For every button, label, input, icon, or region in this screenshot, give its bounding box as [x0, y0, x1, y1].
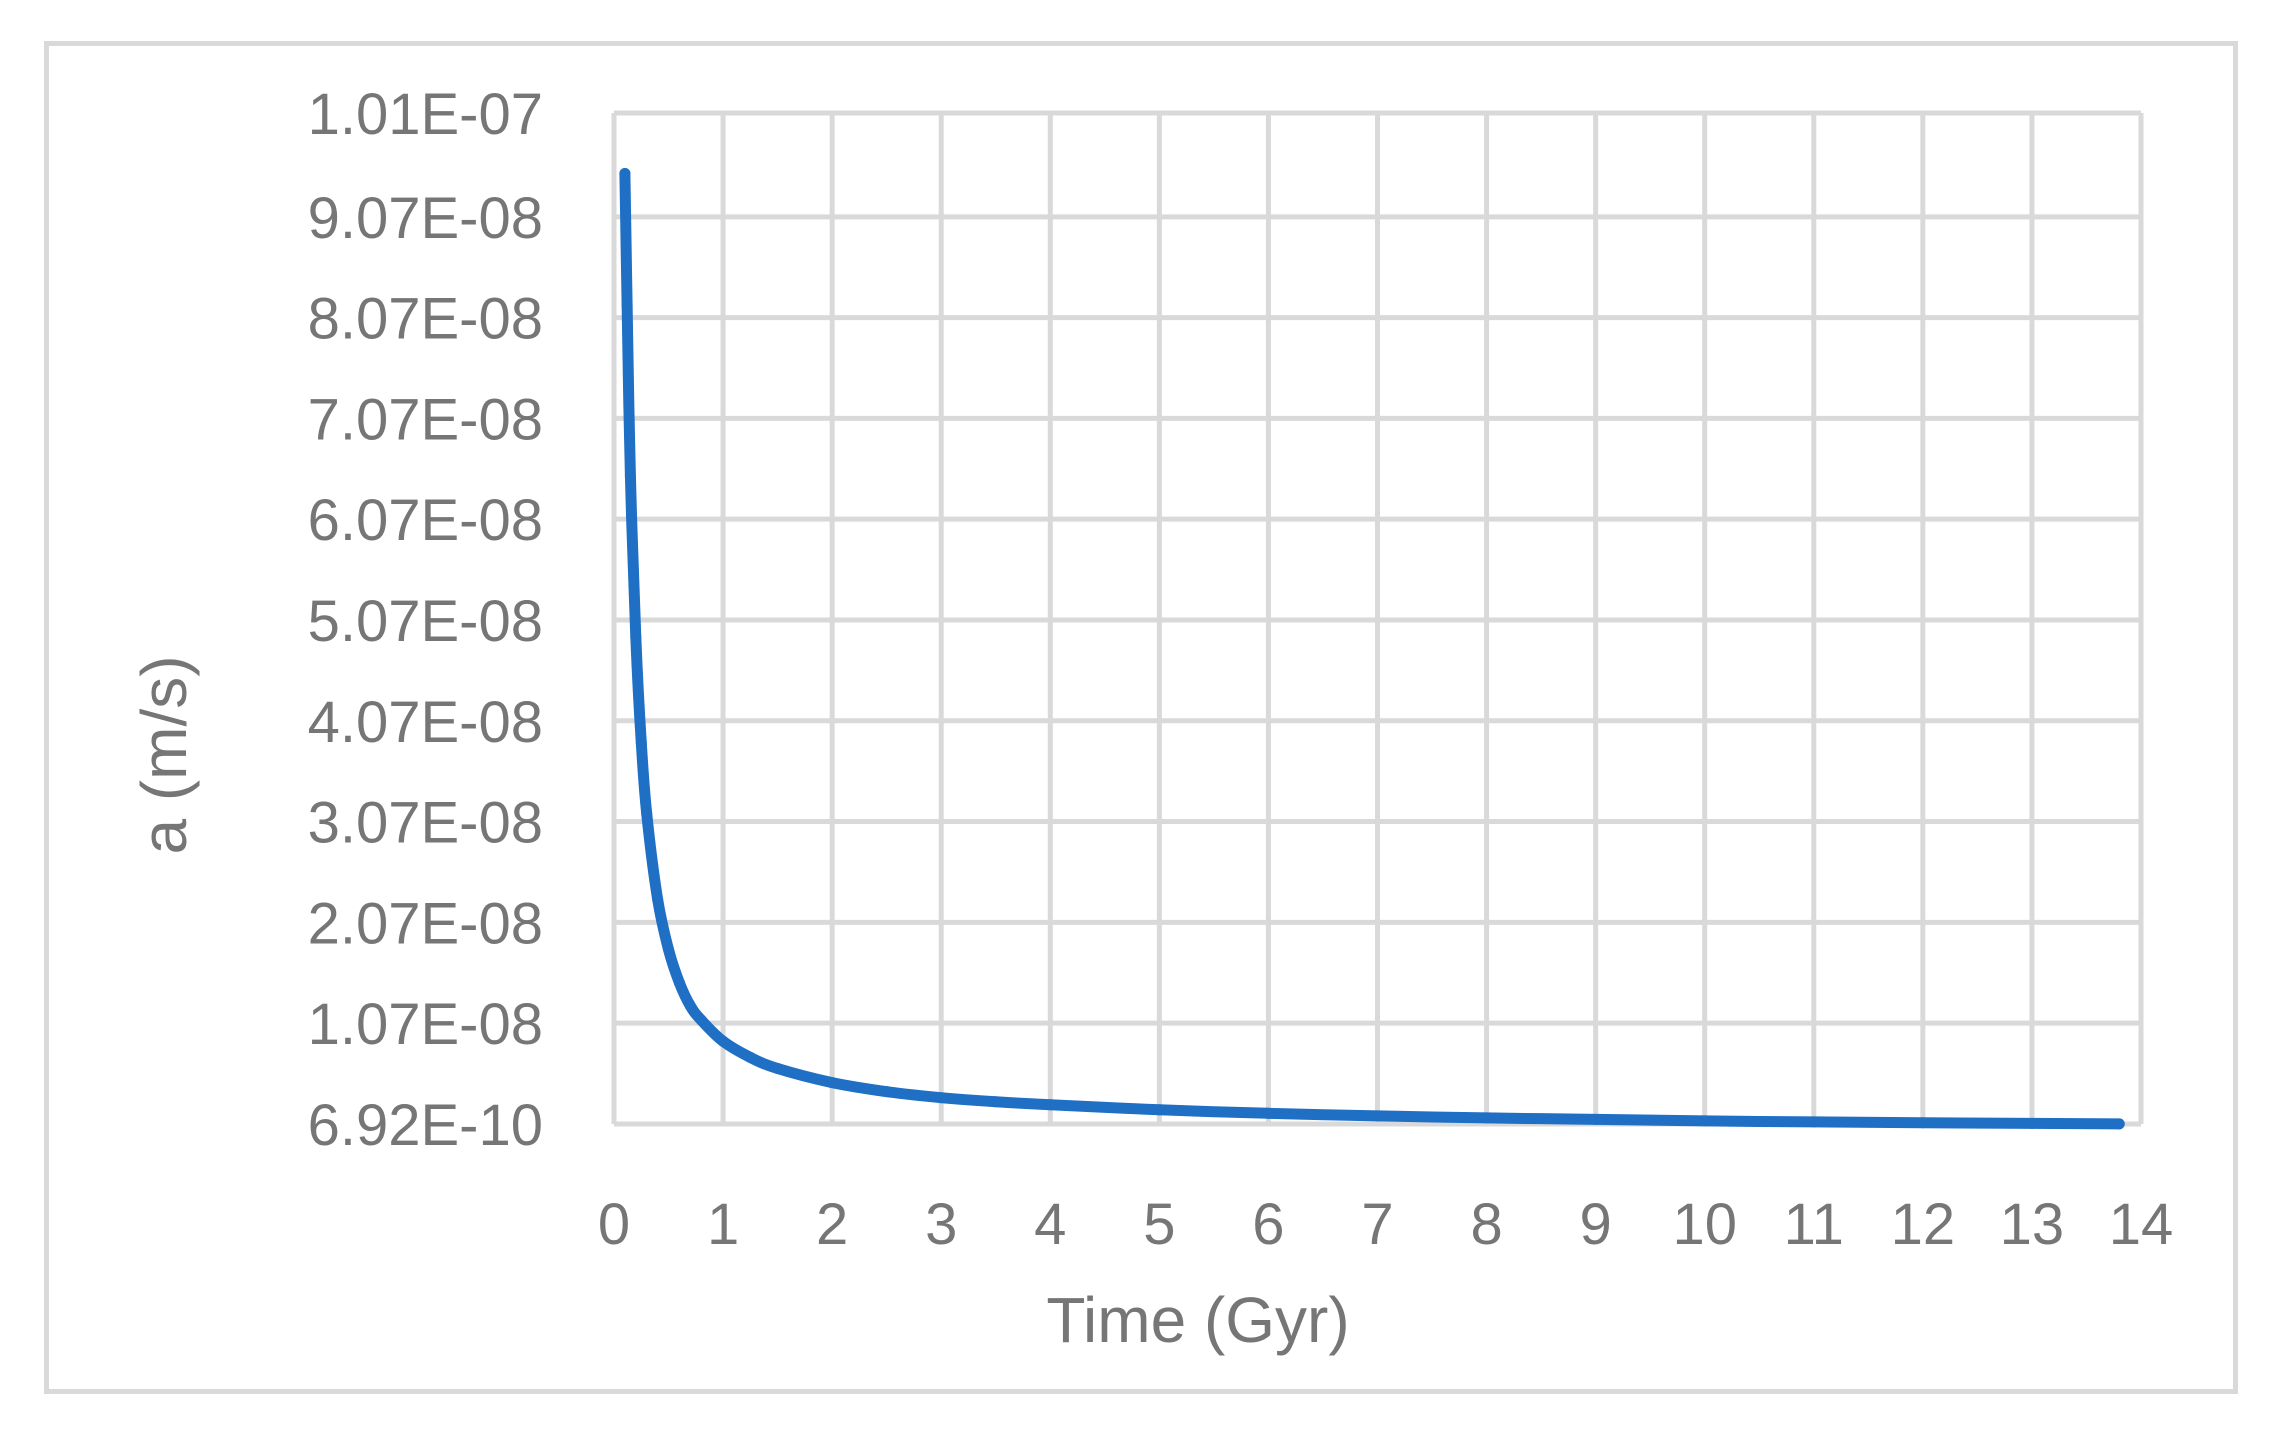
x-tick-label-12: 12 — [1891, 1192, 1956, 1257]
series-point-3 — [630, 631, 642, 643]
y-tick-label-4: 4.07E-08 — [308, 690, 543, 755]
y-tick-label-2: 2.07E-08 — [308, 891, 543, 956]
series-point-22 — [1481, 1112, 1493, 1124]
series-point-19 — [1153, 1104, 1165, 1116]
series-point-12 — [744, 1051, 756, 1063]
series-point-6 — [652, 893, 664, 905]
series-point-13 — [772, 1062, 784, 1074]
series-point-25 — [1808, 1116, 1820, 1128]
series-point-11 — [717, 1035, 729, 1047]
x-tick-label-9: 9 — [1580, 1192, 1612, 1257]
y-tick-label-5: 5.07E-08 — [308, 589, 543, 654]
x-tick-label-11: 11 — [1784, 1192, 1844, 1257]
x-tick-label-8: 8 — [1470, 1192, 1502, 1257]
series-point-1 — [621, 299, 633, 311]
series-line-0 — [619, 168, 2125, 1130]
series-point-0 — [619, 167, 631, 179]
y-tick-label-3: 3.07E-08 — [308, 791, 543, 856]
series-point-4 — [635, 737, 647, 749]
y-tick-label-9: 9.07E-08 — [308, 186, 543, 251]
x-tick-label-2: 2 — [816, 1192, 848, 1257]
gridlines — [611, 110, 2144, 1127]
series-point-24 — [1699, 1115, 1711, 1127]
x-tick-label-5: 5 — [1143, 1192, 1175, 1257]
series-point-28 — [2113, 1118, 2125, 1130]
y-tick-label-10: 1.01E-07 — [308, 82, 543, 147]
y-tick-label-1: 1.07E-08 — [308, 992, 543, 1057]
series-point-8 — [673, 977, 685, 989]
y-axis-title: a (m/s) — [128, 655, 200, 854]
series-point-18 — [1044, 1099, 1056, 1111]
series-point-23 — [1590, 1113, 1602, 1125]
series-point-20 — [1262, 1107, 1274, 1119]
y-tick-label-8: 8.07E-08 — [308, 287, 543, 352]
x-tick-label-0: 0 — [598, 1192, 630, 1257]
y-tick-label-6: 6.07E-08 — [308, 488, 543, 553]
series-point-26 — [1917, 1117, 1929, 1129]
y-tick-label-7: 7.07E-08 — [308, 387, 543, 452]
series-point-16 — [935, 1092, 947, 1104]
series-point-7 — [663, 944, 675, 956]
x-tick-label-14: 14 — [2109, 1192, 2174, 1257]
x-tick-label-7: 7 — [1361, 1192, 1393, 1257]
series-point-9 — [684, 1000, 696, 1012]
series-point-2 — [624, 470, 636, 482]
x-tick-label-6: 6 — [1252, 1192, 1284, 1257]
x-tick-label-1: 1 — [707, 1192, 739, 1257]
series-point-21 — [1372, 1110, 1383, 1122]
x-tick-labels: 0 1 2 3 4 5 6 7 8 9 10 11 12 13 14 — [598, 1192, 2173, 1257]
series-point-5 — [641, 807, 653, 819]
series-point-15 — [881, 1086, 893, 1098]
x-tick-label-4: 4 — [1034, 1192, 1066, 1257]
series-point-17 — [990, 1096, 1002, 1108]
y-tick-labels: 6.92E-10 1.07E-08 2.07E-08 3.07E-08 4.07E-08… — [308, 82, 543, 1158]
x-tick-label-10: 10 — [1672, 1192, 1737, 1257]
series-point-27 — [2026, 1117, 2038, 1129]
y-tick-label-0: 6.92E-10 — [308, 1093, 543, 1158]
x-axis-title: Time (Gyr) — [1046, 1284, 1349, 1356]
chart-frame — [44, 41, 2238, 1394]
x-tick-label-13: 13 — [2000, 1192, 2065, 1257]
series-point-14 — [826, 1077, 838, 1089]
x-tick-label-3: 3 — [925, 1192, 957, 1257]
series-layer — [619, 167, 2125, 1130]
series-point-10 — [695, 1014, 707, 1026]
